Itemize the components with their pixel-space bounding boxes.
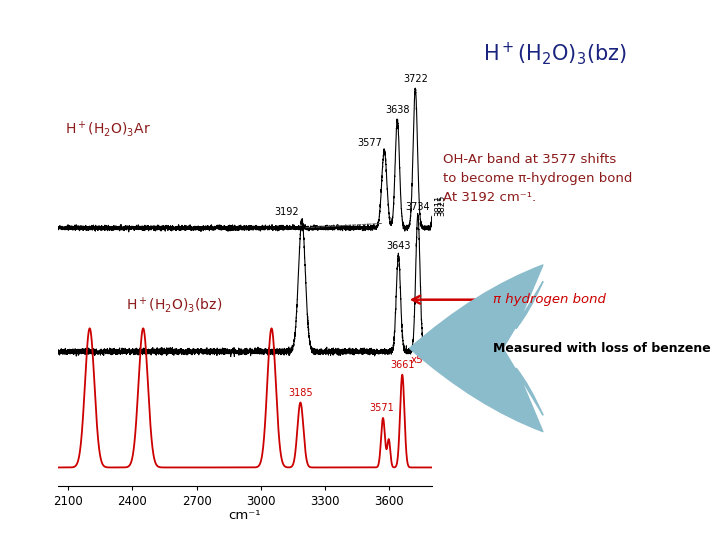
Text: x5: x5 (410, 355, 423, 366)
X-axis label: cm⁻¹: cm⁻¹ (228, 509, 261, 522)
Text: 3571: 3571 (369, 403, 394, 413)
Text: H$^+$(H$_2$O)$_3$(bz): H$^+$(H$_2$O)$_3$(bz) (482, 40, 626, 68)
Text: 3811: 3811 (435, 194, 444, 215)
Text: H$^+$(H$_2$O)$_3$(bz): H$^+$(H$_2$O)$_3$(bz) (126, 295, 222, 315)
Text: 3734: 3734 (405, 202, 430, 212)
Text: 3192: 3192 (274, 207, 299, 217)
Text: 3577: 3577 (357, 138, 382, 147)
Text: OH-Ar band at 3577 shifts
to become π-hydrogen bond
At 3192 cm⁻¹.: OH-Ar band at 3577 shifts to become π-hy… (443, 153, 632, 204)
Text: 3825: 3825 (438, 194, 447, 215)
Text: H$^+$(H$_2$O)$_3$Ar: H$^+$(H$_2$O)$_3$Ar (65, 120, 150, 139)
Text: 3638: 3638 (385, 105, 410, 115)
Text: Measured with loss of benzene: Measured with loss of benzene (493, 342, 711, 355)
Text: 3661: 3661 (390, 360, 415, 370)
Text: π hydrogen bond: π hydrogen bond (493, 293, 606, 306)
Text: 3643: 3643 (386, 241, 410, 251)
Text: 3722: 3722 (403, 74, 428, 84)
Text: 3185: 3185 (288, 388, 312, 398)
